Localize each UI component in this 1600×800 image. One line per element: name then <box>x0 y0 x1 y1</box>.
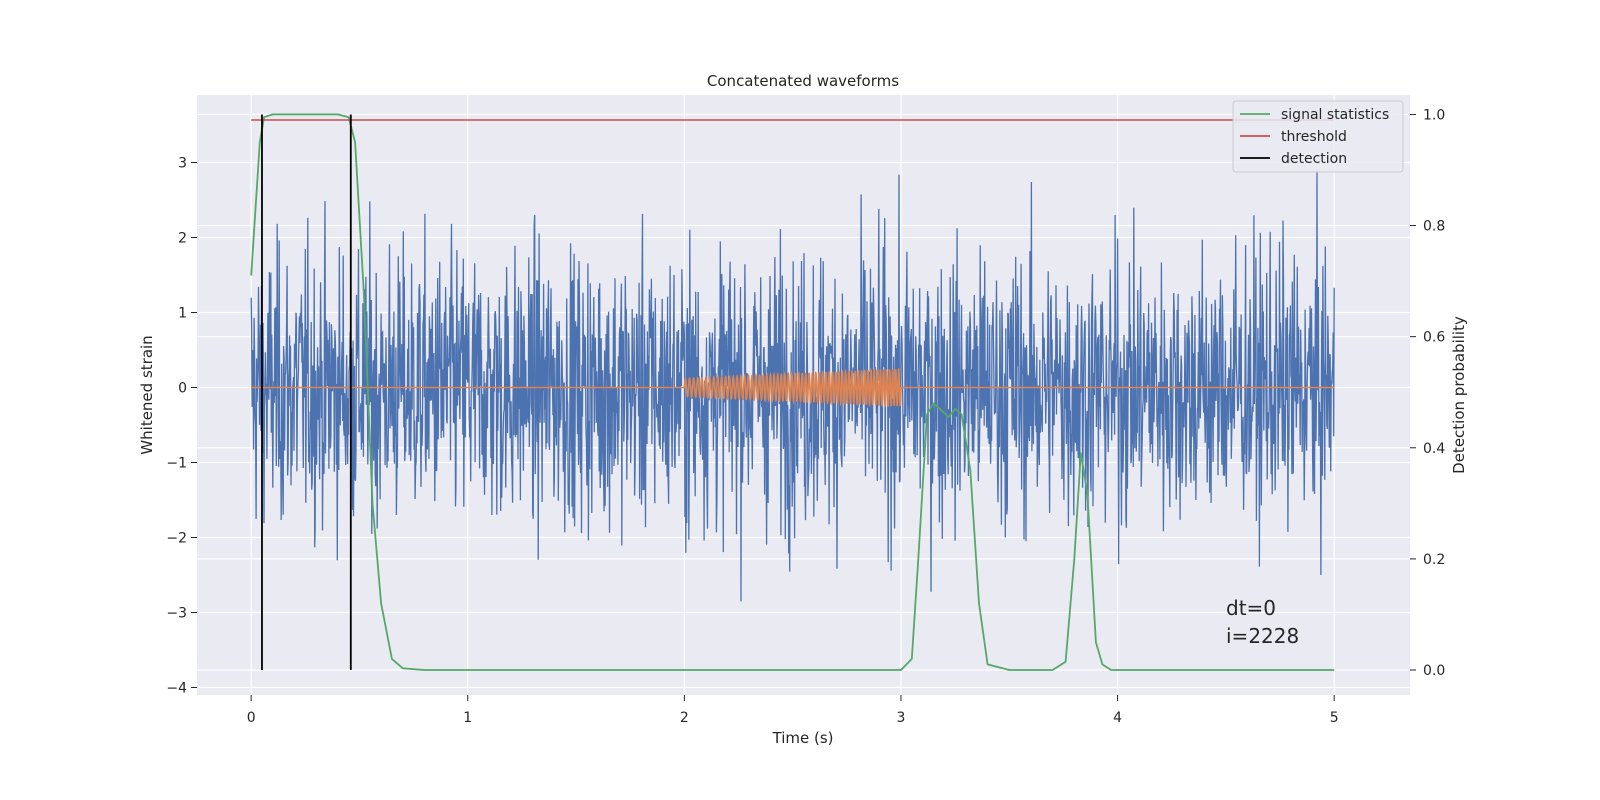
legend: signal statistics threshold detection <box>1232 100 1404 173</box>
y-axis-label: Whitened strain <box>138 335 156 454</box>
x-tick-label: 3 <box>897 710 906 726</box>
strain-noise-line <box>250 170 1335 602</box>
right-y-axis-label: Detection probability <box>1450 316 1468 474</box>
y-tick-label: −1 <box>166 456 187 472</box>
legend-box <box>1232 100 1404 173</box>
right-y-axis-ticks: 1.0 0.8 0.6 0.4 0.2 0.0 <box>1410 107 1445 679</box>
signal-statistics-line <box>250 113 1335 671</box>
x-tick-label: 5 <box>1330 710 1339 726</box>
x-axis-label: Time (s) <box>772 729 834 747</box>
x-axis-ticks: 0 1 2 3 4 5 <box>247 695 1339 726</box>
right-y-tick-label: 0.6 <box>1423 330 1445 346</box>
y-tick-label: −4 <box>166 681 187 697</box>
y-tick-label: 1 <box>178 306 187 322</box>
y-tick-label: 3 <box>178 156 187 172</box>
y-axis-ticks: 3 2 1 0 −1 −2 −3 −4 <box>166 156 197 697</box>
x-tick-label: 2 <box>680 710 689 726</box>
right-y-tick-label: 0.8 <box>1423 219 1445 235</box>
chirp-waveform-line <box>251 367 1335 408</box>
right-y-tick-label: 0.4 <box>1423 441 1445 457</box>
chart-title: Concatenated waveforms <box>707 72 899 90</box>
right-y-tick-label: 1.0 <box>1423 107 1445 123</box>
y-tick-label: −3 <box>166 606 187 622</box>
legend-label-detection: detection <box>1281 151 1347 167</box>
right-y-tick-label: 0.0 <box>1423 663 1445 679</box>
x-tick-label: 4 <box>1113 710 1122 726</box>
legend-label-threshold: threshold <box>1281 129 1347 145</box>
annotation-dt: dt=0 <box>1226 596 1276 620</box>
y-tick-label: 0 <box>178 381 187 397</box>
series-layer <box>250 113 1335 671</box>
x-tick-label: 1 <box>463 710 472 726</box>
legend-label-signal-statistics: signal statistics <box>1281 107 1389 123</box>
annotation-index: i=2228 <box>1226 624 1299 648</box>
y-tick-label: 2 <box>178 231 187 247</box>
right-y-tick-label: 0.2 <box>1423 552 1445 568</box>
y-tick-label: −2 <box>166 531 187 547</box>
x-tick-label: 0 <box>247 710 256 726</box>
